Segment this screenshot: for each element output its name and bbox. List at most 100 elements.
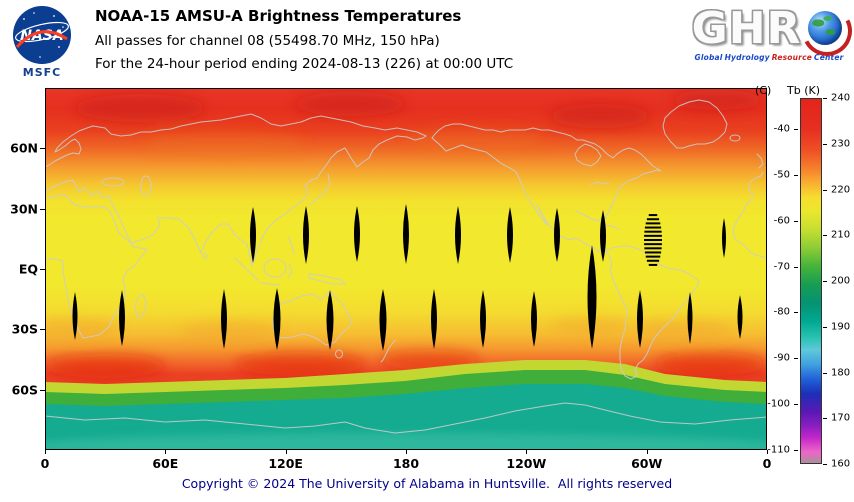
orbit-gap (403, 204, 409, 264)
y-tick-label: 60S (11, 382, 38, 398)
x-tick-mark (165, 450, 167, 454)
orbit-gap (722, 218, 726, 258)
coastline-eurasia-south (45, 135, 427, 267)
x-tick-mark (646, 450, 648, 454)
x-tick-mark (406, 450, 407, 454)
band-teal (45, 384, 767, 450)
coastline-sulawesi (287, 263, 293, 279)
ghrc-tagline: Global Hydrology Resource Center (687, 53, 851, 62)
y-tick-label: 30N (10, 201, 38, 217)
y-tick-label: 30S (11, 321, 38, 337)
colorbar-k-tick (823, 418, 827, 420)
orbit-gap (326, 290, 334, 350)
y-tick-label: EQ (18, 261, 38, 277)
subtitle-period: For the 24-hour period ending 2024-08-13… (95, 56, 514, 72)
colorbar-gradient (800, 98, 822, 464)
colorbar-k-tick (823, 326, 827, 328)
orbit-gap-hatch (646, 218, 660, 221)
colorbar-c-label: -50 (773, 169, 790, 181)
colorbar-label-c: (C) (755, 84, 772, 97)
colorbar-k-labels: 240 230 220 210 200 190 180 170 160 (823, 93, 853, 470)
temperature-blobs-south (45, 433, 767, 450)
x-tick-label: 60E (152, 456, 179, 471)
colorbar-k-tick (823, 235, 827, 237)
coastline-sumatra (234, 257, 259, 281)
x-axis: 0 60E 120E 180 120W 60W 0 (41, 450, 771, 474)
x-tick-mark (526, 450, 528, 454)
colorbar-c-tick (794, 403, 798, 405)
x-tick-label: 0 (762, 456, 772, 471)
orbit-gap-hatch (648, 263, 658, 266)
colorbar-k-label: 200 (831, 275, 851, 287)
orbit-gap (531, 291, 537, 347)
coastline-north-america-east (431, 123, 662, 222)
orbit-gap-hatch (646, 259, 660, 262)
coastline-africa (45, 194, 148, 339)
orbit-gap (587, 245, 597, 349)
colorbar-label-k: Tb (K) (787, 84, 820, 97)
colorbar-k-label: 160 (831, 458, 851, 470)
nasa-logo-circle (13, 6, 71, 64)
colorbar-c-tick (794, 129, 798, 131)
coastline-borneo (263, 258, 287, 278)
coastline-new-guinea (308, 273, 346, 285)
msfc-label: MSFC (22, 66, 62, 79)
ghrc-logo: GHR Global Hydrology Resource Center (687, 0, 854, 63)
colorbar-c-label: -70 (773, 261, 790, 273)
coastline-antarctica (45, 402, 767, 434)
ghrc-globe-icon (795, 0, 854, 63)
coastline-sri-lanka (202, 253, 208, 259)
ghrc-logo-letters: GHR (691, 3, 802, 54)
y-tick-mark (40, 269, 45, 270)
orbit-gap-hatch (648, 214, 658, 217)
x-tick-mark (285, 450, 287, 454)
subtitle-channel: All passes for channel 08 (55498.70 MHz,… (95, 33, 440, 49)
coastline-eurasia-arctic (45, 113, 427, 168)
y-tick-mark (40, 208, 45, 210)
map-canvas (45, 88, 767, 450)
orbit-gap (273, 288, 281, 350)
coastline-iceland (729, 134, 741, 142)
orbit-gap (303, 206, 309, 264)
ghrc-tagline-word: Hydrology (724, 53, 770, 62)
nasa-logo: NASA (13, 6, 71, 64)
colorbar-c-label: -80 (773, 306, 790, 318)
colorbar-k-tick (823, 98, 827, 99)
coastline-philippines (287, 236, 295, 255)
coastline-north-america-west (431, 137, 607, 253)
x-tick-label: 0 (40, 456, 50, 471)
colorbar-c-label: -100 (767, 398, 790, 410)
coastline-west-africa-edge (732, 197, 767, 259)
x-tick-label: 120W (506, 456, 547, 471)
colorbar-c-tick (794, 266, 798, 268)
orbit-gap (637, 290, 643, 348)
coastline-uk-edge (756, 153, 764, 169)
page-title: NOAA-15 AMSU-A Brightness Temperatures (95, 7, 462, 25)
colorbar-k-label: 230 (831, 138, 851, 150)
y-axis: 60N 30N EQ 30S 60S (0, 88, 45, 450)
title-block: NOAA-15 AMSU-A Brightness Temperatures A… (95, 7, 513, 79)
orbit-gap (354, 206, 360, 262)
orbit-gap (221, 289, 227, 349)
colorbar-c-labels: -40 -50 -60 -70 -80 -90 -100 -110 (764, 98, 798, 464)
coastline-java (260, 282, 280, 286)
ghrc-tagline-word: Center (814, 53, 844, 62)
colorbar-k-tick (823, 189, 827, 191)
ghrc-tagline-word: Resource (771, 53, 813, 62)
colorbar-k-tick (823, 143, 827, 145)
orbit-gap (379, 289, 387, 351)
x-tick-mark (767, 450, 768, 454)
colorbar-c-label: -110 (767, 444, 790, 456)
orbit-gap-hatch (645, 255, 661, 258)
coastline-greenland (662, 99, 728, 149)
orbit-gap (507, 207, 513, 263)
orbit-gap (119, 290, 125, 346)
coastline-madagascar (135, 293, 147, 319)
ghrc-tagline-word: Global (694, 53, 723, 62)
colorbar-c-tick (794, 175, 798, 177)
y-tick-mark (40, 148, 45, 150)
colorbar-k-label: 180 (831, 367, 851, 378)
x-tick-mark (45, 450, 46, 454)
x-tick-label: 180 (392, 456, 420, 471)
